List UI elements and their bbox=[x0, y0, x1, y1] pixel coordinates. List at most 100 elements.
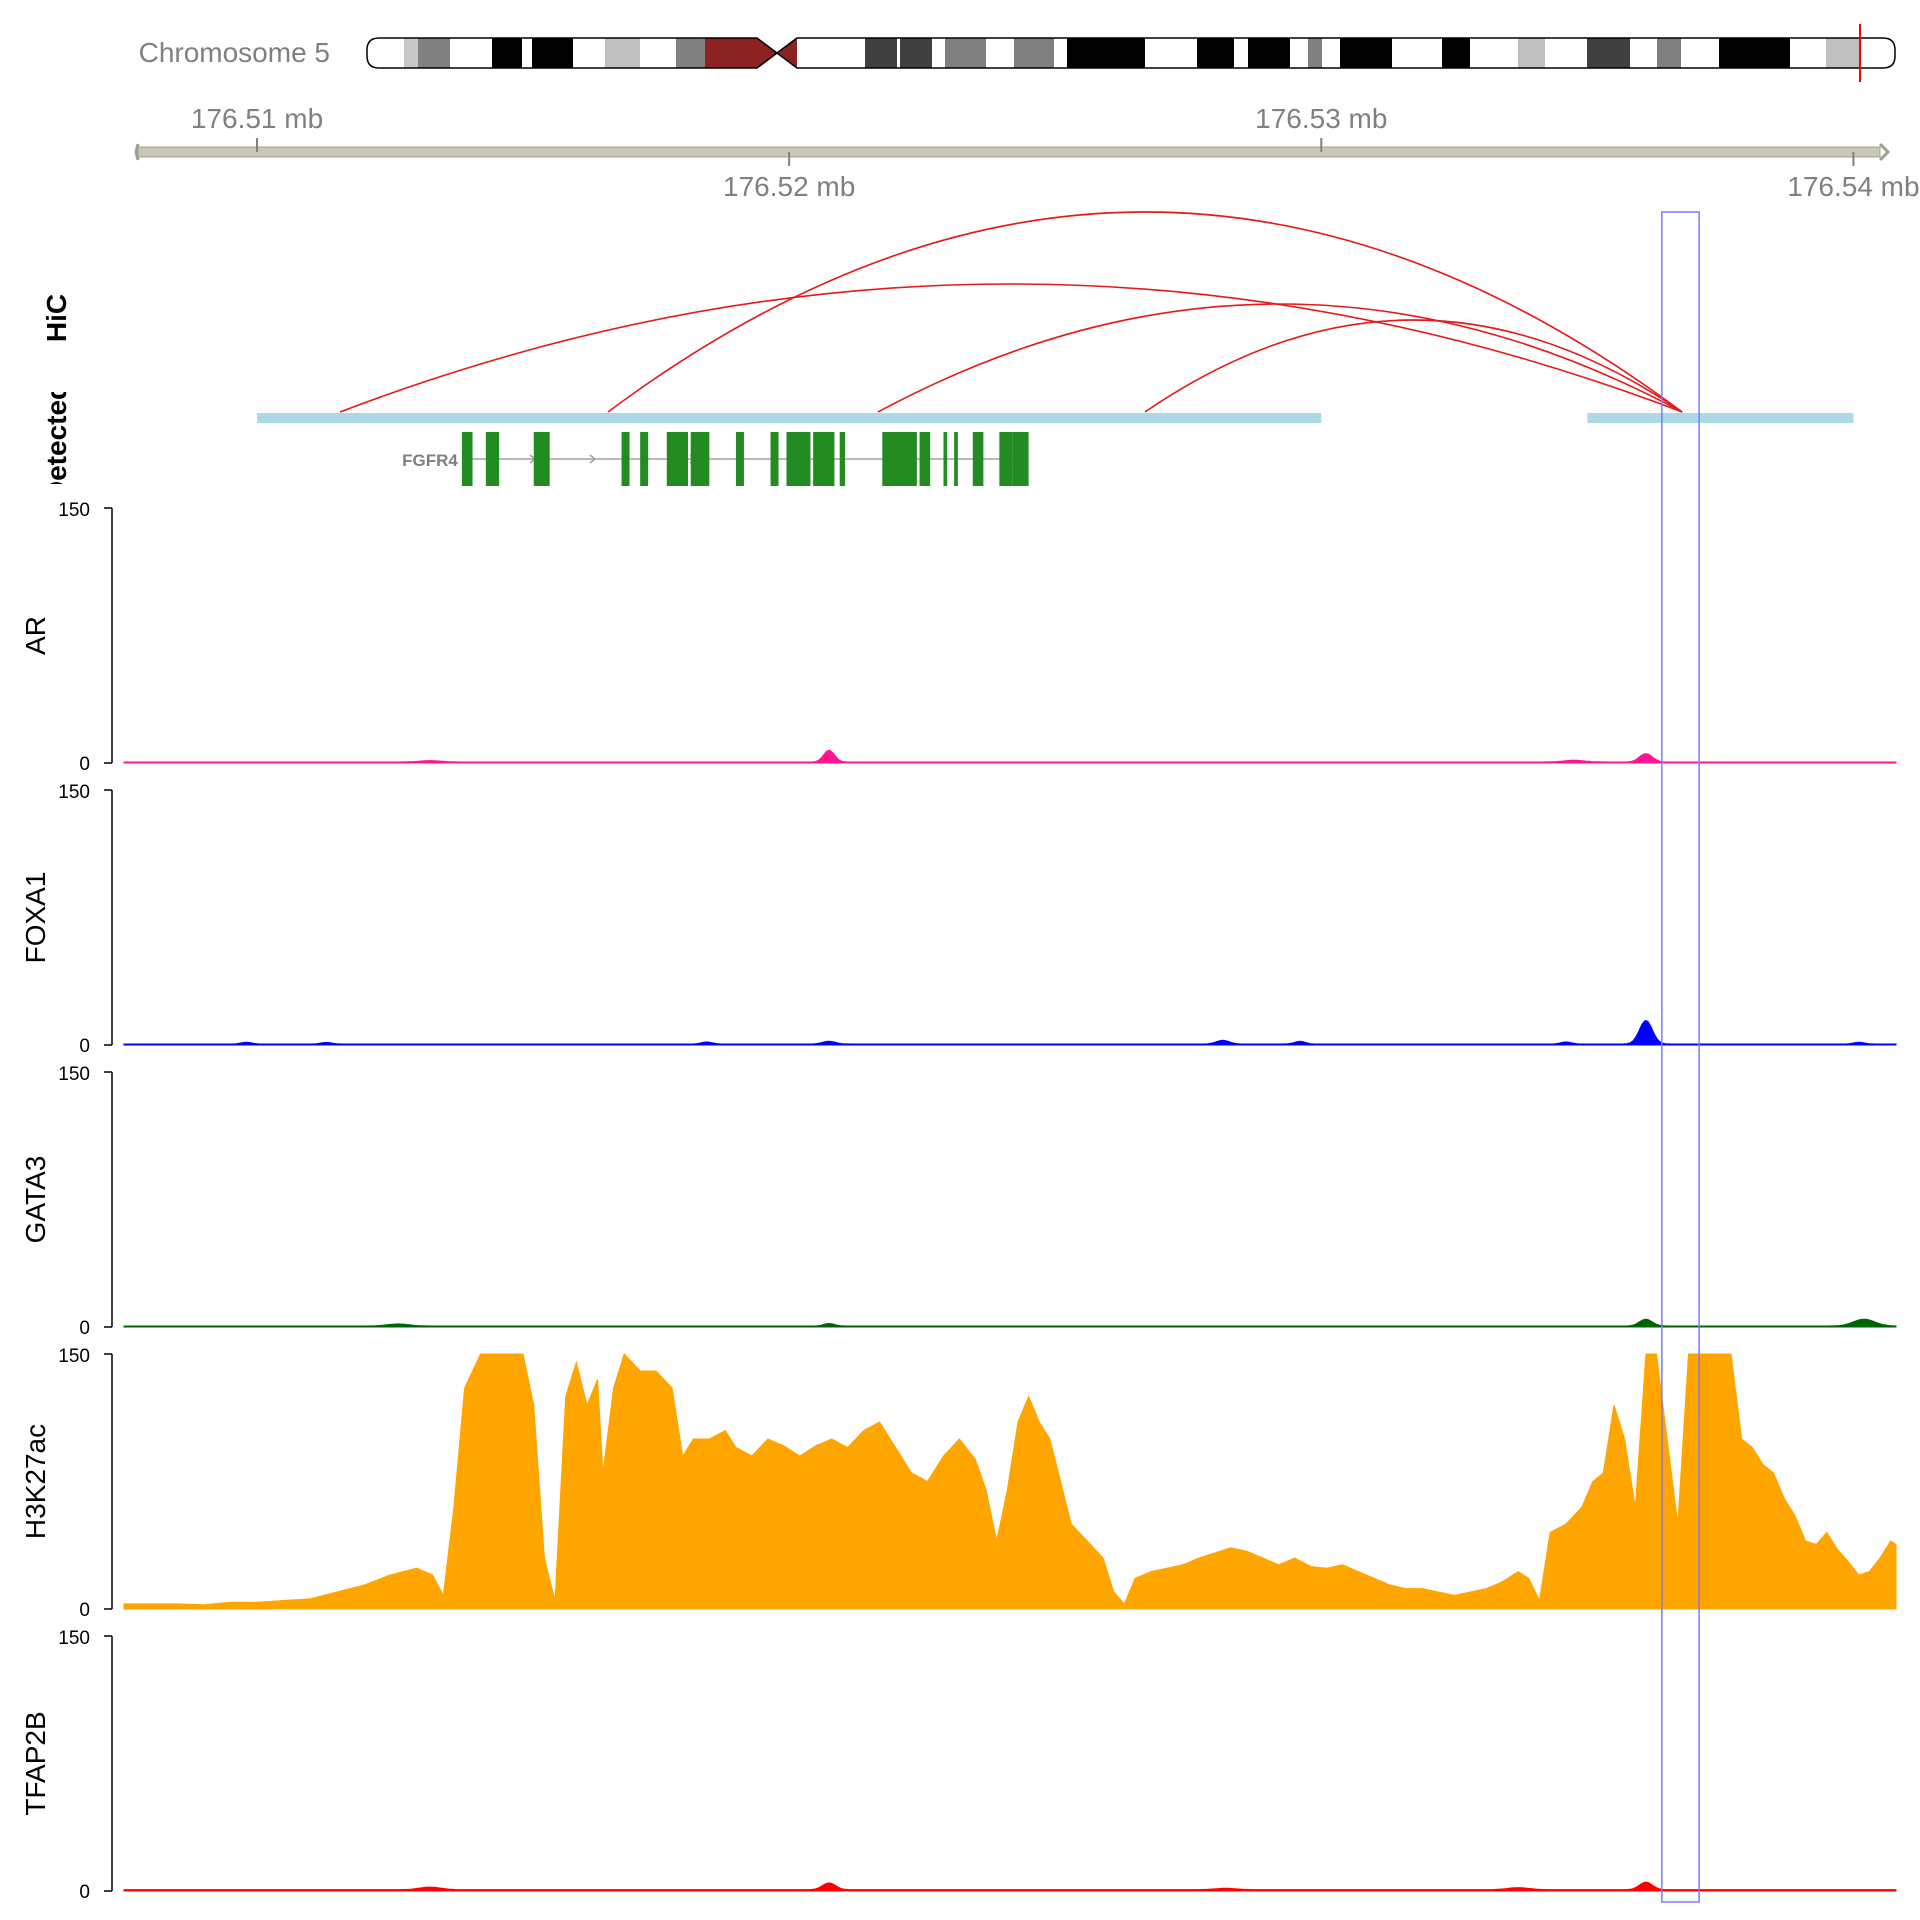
ideogram-band bbox=[705, 38, 757, 68]
gene-exon bbox=[735, 432, 744, 486]
ideogram-band bbox=[865, 38, 897, 68]
ideogram-band bbox=[986, 38, 1014, 68]
axis-arrow-right bbox=[1878, 142, 1891, 162]
ideogram-band bbox=[1470, 38, 1518, 68]
signal-area bbox=[123, 1881, 1897, 1892]
ideogram-band bbox=[1392, 38, 1442, 68]
signal-area bbox=[123, 1019, 1897, 1046]
y-tick-label: 150 bbox=[58, 1628, 90, 1649]
signal-area bbox=[123, 1353, 1897, 1610]
gene-exon bbox=[999, 432, 1013, 486]
ideogram-band bbox=[522, 38, 532, 68]
ideogram-band bbox=[1587, 38, 1630, 68]
gene-track: FGFR4 bbox=[402, 432, 1029, 486]
axis-bar bbox=[137, 146, 1881, 158]
y-tick-label: 0 bbox=[79, 754, 90, 775]
track-foxa1: 150 0 FOXA1 bbox=[20, 782, 1897, 1057]
ideogram-band bbox=[1322, 38, 1340, 68]
ideogram-band bbox=[1860, 38, 1895, 68]
ideogram-band bbox=[1308, 38, 1322, 68]
ideogram-band bbox=[676, 38, 705, 68]
hic-arc bbox=[607, 211, 1683, 413]
ideogram-band bbox=[1067, 38, 1145, 68]
strand-arrow bbox=[589, 454, 597, 464]
ideogram-band bbox=[450, 38, 492, 68]
highlight-region bbox=[1661, 211, 1700, 1903]
detected-track-title: Detected bbox=[41, 383, 72, 501]
hic-arc bbox=[339, 283, 1683, 413]
gene-exon bbox=[786, 432, 811, 486]
track-label: TFAP2B bbox=[20, 1711, 51, 1815]
axis-tick-label: 176.53 mb bbox=[1255, 103, 1387, 134]
ideogram-band bbox=[1248, 38, 1290, 68]
gene-exon bbox=[533, 432, 550, 486]
ideogram-band bbox=[605, 38, 640, 68]
hic-track-title: HiC bbox=[41, 294, 72, 342]
axis-arrow-left bbox=[134, 143, 140, 161]
signal-area bbox=[123, 749, 1897, 764]
ideogram-band bbox=[1657, 38, 1681, 68]
signal-area bbox=[123, 1318, 1897, 1328]
detected-regions bbox=[257, 413, 1854, 423]
detected-region bbox=[1587, 413, 1854, 423]
y-tick-label: 150 bbox=[58, 500, 90, 521]
ideogram-band bbox=[900, 38, 932, 68]
genome-axis: 176.51 mb 176.53 mb 176.52 mb 176.54 mb bbox=[134, 103, 1920, 202]
signal-tracks: 150 0 AR 150 0 FOXA1 150 0 GATA3 150 0 H3K27ac 150 0 T… bbox=[20, 500, 1897, 1903]
ideogram-band bbox=[1681, 38, 1719, 68]
gene-label: FGFR4 bbox=[402, 451, 458, 470]
gene-exon bbox=[839, 432, 846, 486]
axis-tick-label: 176.54 mb bbox=[1787, 171, 1919, 202]
ideogram-band bbox=[1145, 38, 1197, 68]
track-label: H3K27ac bbox=[20, 1424, 51, 1539]
ideogram-band bbox=[418, 38, 450, 68]
y-tick-label: 0 bbox=[79, 1036, 90, 1057]
gene-exon bbox=[943, 432, 948, 486]
ideogram-band bbox=[1054, 38, 1067, 68]
track-label: GATA3 bbox=[20, 1156, 51, 1244]
track-h3k27ac: 150 0 H3K27ac bbox=[20, 1346, 1897, 1621]
hic-arc bbox=[877, 303, 1683, 413]
gene-exon bbox=[640, 432, 649, 486]
ideogram-band bbox=[404, 38, 418, 68]
chromosome-ideogram bbox=[366, 24, 1896, 82]
track-ar: 150 0 AR bbox=[20, 500, 1897, 775]
ideogram-band bbox=[532, 38, 573, 68]
ideogram-outline bbox=[366, 37, 1896, 69]
y-tick-label: 0 bbox=[79, 1600, 90, 1621]
gene-exon bbox=[919, 432, 931, 486]
detected-region bbox=[257, 413, 1322, 423]
chromosome-label: Chromosome 5 bbox=[139, 37, 330, 68]
gene-exon bbox=[882, 432, 917, 486]
y-tick-label: 0 bbox=[79, 1882, 90, 1903]
ideogram-band bbox=[932, 38, 945, 68]
ideogram-band bbox=[1340, 38, 1392, 68]
track-tfap2b: 150 0 TFAP2B bbox=[20, 1628, 1897, 1903]
track-label: FOXA1 bbox=[20, 872, 51, 964]
gene-exon bbox=[770, 432, 779, 486]
ideogram-band bbox=[1234, 38, 1248, 68]
ideogram-band bbox=[897, 38, 900, 68]
ideogram-band bbox=[797, 38, 865, 68]
y-tick-label: 0 bbox=[79, 1318, 90, 1339]
ideogram-band bbox=[1014, 38, 1054, 68]
ideogram-band bbox=[1518, 38, 1545, 68]
ideogram-band bbox=[1545, 38, 1587, 68]
centromere bbox=[757, 38, 777, 68]
gene-exon bbox=[666, 432, 689, 486]
ideogram-band bbox=[367, 38, 404, 68]
ideogram-band bbox=[640, 38, 676, 68]
track-gata3: 150 0 GATA3 bbox=[20, 1064, 1897, 1339]
gene-exon bbox=[461, 432, 473, 486]
gene-exon bbox=[690, 432, 710, 486]
ideogram-band bbox=[492, 38, 522, 68]
y-tick-label: 150 bbox=[58, 1064, 90, 1085]
ideogram-band bbox=[1790, 38, 1826, 68]
gene-exon bbox=[621, 432, 630, 486]
y-tick-label: 150 bbox=[58, 1346, 90, 1367]
gene-exon bbox=[1012, 432, 1029, 486]
track-label: AR bbox=[20, 616, 51, 655]
hic-arc bbox=[1144, 319, 1683, 413]
ideogram-band bbox=[1826, 38, 1860, 68]
y-tick-label: 150 bbox=[58, 782, 90, 803]
